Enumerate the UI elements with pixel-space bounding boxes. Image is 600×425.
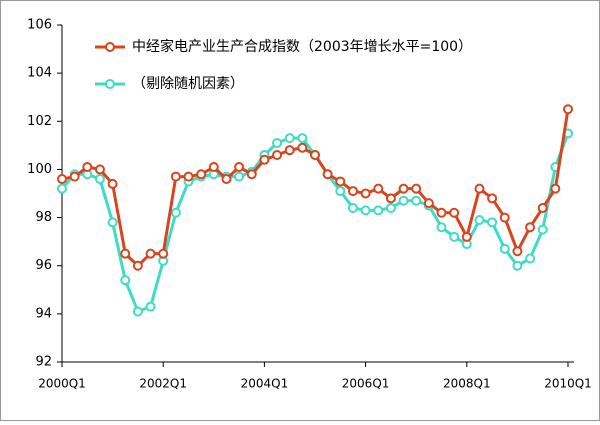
data-point xyxy=(297,133,308,144)
data-point xyxy=(436,207,447,218)
data-point xyxy=(272,137,283,148)
data-point xyxy=(310,149,320,160)
legend: 中经家电产业生产合成指数（2003年增长水平=100） （剔除随机因素） xyxy=(95,38,472,92)
data-point xyxy=(259,154,270,165)
data-point xyxy=(196,169,207,180)
legend-label: 中经家电产业生产合成指数（2003年增长水平=100） xyxy=(132,38,472,55)
data-point xyxy=(234,171,245,182)
y-tick-label: 102 xyxy=(27,114,52,129)
data-point xyxy=(145,301,156,312)
x-tick-label: 2002Q1 xyxy=(139,377,187,391)
data-point xyxy=(385,202,396,213)
data-point xyxy=(221,174,232,185)
data-point xyxy=(246,169,257,180)
data-point xyxy=(411,183,422,194)
data-point xyxy=(170,171,181,182)
data-point xyxy=(525,253,536,264)
legend-label: （剔除随机因素） xyxy=(132,76,244,92)
data-point xyxy=(512,260,523,271)
data-point xyxy=(398,195,409,206)
data-point xyxy=(398,183,409,194)
y-tick-label: 98 xyxy=(35,210,52,225)
data-point xyxy=(94,164,105,175)
data-point xyxy=(120,248,131,259)
y-tick-label: 100 xyxy=(27,162,52,177)
legend-marker xyxy=(105,79,115,89)
data-point xyxy=(107,217,118,228)
x-tick-label: 2004Q1 xyxy=(241,377,289,391)
y-tick-label: 104 xyxy=(27,66,52,81)
data-point xyxy=(423,198,434,209)
y-tick-label: 96 xyxy=(35,258,52,273)
data-point xyxy=(208,162,219,173)
data-point xyxy=(94,174,105,185)
data-point xyxy=(234,162,245,173)
data-point xyxy=(132,260,143,271)
x-tick-label: 2006Q1 xyxy=(342,377,390,391)
data-point xyxy=(145,248,156,259)
data-point xyxy=(132,306,143,317)
data-point xyxy=(461,231,472,242)
data-point xyxy=(82,162,93,173)
data-point xyxy=(360,205,371,216)
x-tick-label: 2000Q1 xyxy=(38,377,86,391)
data-point xyxy=(512,246,523,257)
data-point xyxy=(284,133,295,144)
y-tick-label: 92 xyxy=(35,355,52,370)
x-tick-label: 2008Q1 xyxy=(443,377,491,391)
data-point xyxy=(449,207,460,218)
data-point xyxy=(474,214,485,225)
data-point xyxy=(537,224,548,235)
y-tick-label: 94 xyxy=(35,306,52,321)
data-point xyxy=(499,243,510,254)
data-point xyxy=(373,183,384,194)
data-point xyxy=(449,231,460,242)
data-point xyxy=(69,171,80,182)
data-point xyxy=(525,222,536,233)
y-tick-label: 106 xyxy=(27,18,52,33)
data-point xyxy=(183,171,194,182)
data-point xyxy=(107,178,118,189)
data-point xyxy=(487,217,498,228)
data-point xyxy=(57,183,67,194)
data-point xyxy=(322,169,333,180)
data-point xyxy=(487,193,498,204)
data-point xyxy=(411,195,422,206)
data-point xyxy=(335,176,346,187)
data-point xyxy=(170,207,181,218)
data-point xyxy=(57,174,67,185)
data-point xyxy=(158,248,169,259)
data-point xyxy=(436,222,447,233)
data-point xyxy=(360,188,371,199)
data-point xyxy=(563,104,573,115)
data-point xyxy=(272,149,283,160)
data-point xyxy=(297,142,308,153)
data-point xyxy=(284,145,295,156)
x-tick-label: 2010Q1 xyxy=(544,377,592,391)
legend-marker xyxy=(105,42,115,52)
data-point xyxy=(335,186,346,197)
data-point xyxy=(347,186,358,197)
data-point xyxy=(347,202,358,213)
data-point xyxy=(550,183,561,194)
data-point xyxy=(385,193,396,204)
data-point xyxy=(474,183,485,194)
data-point xyxy=(373,205,384,216)
data-point xyxy=(120,275,131,286)
data-point xyxy=(499,212,510,223)
data-point xyxy=(537,202,548,213)
